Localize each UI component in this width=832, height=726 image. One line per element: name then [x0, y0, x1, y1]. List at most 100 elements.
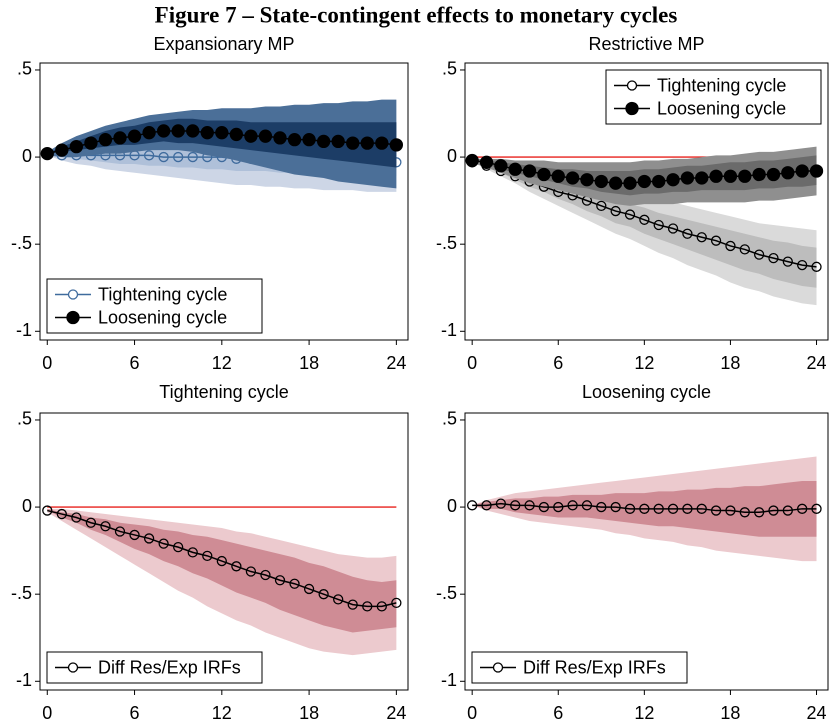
data-point	[680, 171, 695, 185]
data-point	[753, 507, 765, 518]
data-point	[609, 176, 623, 190]
legend-label: Tightening cycle	[657, 75, 786, 95]
data-point	[258, 129, 273, 143]
data-point	[303, 583, 315, 595]
data-point	[40, 146, 54, 161]
data-point	[375, 136, 389, 150]
data-point	[596, 501, 607, 513]
plot-frame	[39, 62, 409, 341]
data-point	[360, 136, 374, 150]
data-point	[467, 500, 478, 511]
x-tick-label: 6	[130, 353, 140, 373]
x-tick-label: 6	[553, 353, 563, 373]
y-tick-label: 0	[447, 496, 457, 516]
data-point	[667, 503, 679, 514]
data-point	[287, 133, 302, 147]
data-point	[682, 503, 693, 514]
data-point	[158, 151, 169, 163]
data-point	[244, 129, 258, 143]
data-point	[624, 209, 636, 220]
data-point	[782, 505, 793, 516]
data-point	[610, 205, 621, 217]
legend-label: Tightening cycle	[98, 284, 227, 304]
x-tick-label: 24	[386, 353, 406, 373]
x-tick-label: 24	[807, 353, 827, 373]
series-line	[472, 502, 817, 514]
data-point	[739, 244, 750, 255]
data-point	[229, 127, 244, 142]
data-point	[768, 252, 779, 264]
data-point	[581, 500, 593, 511]
data-point	[333, 594, 344, 605]
legend-label: Loosening cycle	[657, 98, 786, 118]
data-point	[100, 521, 111, 532]
y-tick-label: .5	[442, 409, 457, 429]
data-point	[216, 555, 227, 567]
data-point	[42, 505, 53, 516]
y-tick-label: -1	[16, 670, 32, 690]
data-point	[766, 167, 781, 182]
data-point	[781, 166, 795, 180]
data-point	[55, 143, 69, 157]
data-point	[682, 228, 693, 239]
confidence-band	[472, 162, 817, 288]
data-point	[69, 139, 84, 154]
legend-marker	[66, 310, 80, 325]
data-point	[143, 150, 155, 161]
data-point	[753, 249, 765, 260]
data-point	[362, 601, 373, 612]
data-point	[143, 533, 155, 544]
data-point	[725, 240, 736, 252]
y-tick-label: -.5	[436, 583, 457, 603]
x-tick-label: 6	[130, 703, 140, 723]
data-point	[274, 575, 286, 586]
data-point	[596, 200, 607, 212]
data-point	[811, 503, 822, 514]
data-point	[142, 126, 156, 140]
legend-marker	[492, 662, 504, 673]
data-point	[696, 503, 707, 514]
y-tick-label: 0	[22, 496, 32, 516]
data-point	[158, 538, 169, 549]
plot-frame	[39, 412, 409, 691]
data-point	[347, 599, 358, 610]
data-point	[481, 500, 492, 511]
data-point	[768, 505, 779, 516]
data-point	[187, 547, 198, 558]
y-tick-label: -.5	[436, 233, 457, 253]
y-tick-label: .5	[17, 59, 32, 79]
legend-label: Loosening cycle	[98, 307, 227, 327]
data-point	[156, 124, 171, 138]
data-point	[624, 503, 636, 514]
data-point	[782, 256, 793, 267]
data-point	[809, 164, 824, 178]
panel-title: Restrictive MP	[588, 34, 704, 54]
x-tick-label: 18	[299, 703, 319, 723]
legend: Tightening cycle Loosening cycle	[605, 69, 822, 125]
data-point	[302, 133, 316, 147]
data-point	[389, 138, 404, 152]
data-point	[623, 176, 637, 190]
data-point	[173, 151, 184, 163]
x-tick-label: 18	[299, 353, 319, 373]
data-point	[289, 578, 300, 589]
data-point	[551, 169, 565, 183]
legend-marker	[67, 662, 79, 673]
data-point	[666, 173, 680, 187]
data-point	[129, 529, 140, 541]
data-point	[709, 169, 723, 183]
data-point	[752, 167, 766, 182]
plot-frame	[464, 412, 829, 691]
plot-frame	[464, 62, 829, 341]
x-tick-label: 18	[720, 353, 740, 373]
panel-title: Expansionary MP	[153, 34, 294, 54]
data-point	[725, 505, 736, 516]
data-point	[610, 501, 621, 513]
legend-label: Diff Res/Exp IRFs	[523, 657, 666, 677]
x-tick-label: 0	[467, 703, 477, 723]
data-point	[98, 133, 113, 147]
data-point	[200, 126, 214, 140]
data-point	[56, 508, 67, 520]
x-tick-label: 6	[553, 703, 563, 723]
